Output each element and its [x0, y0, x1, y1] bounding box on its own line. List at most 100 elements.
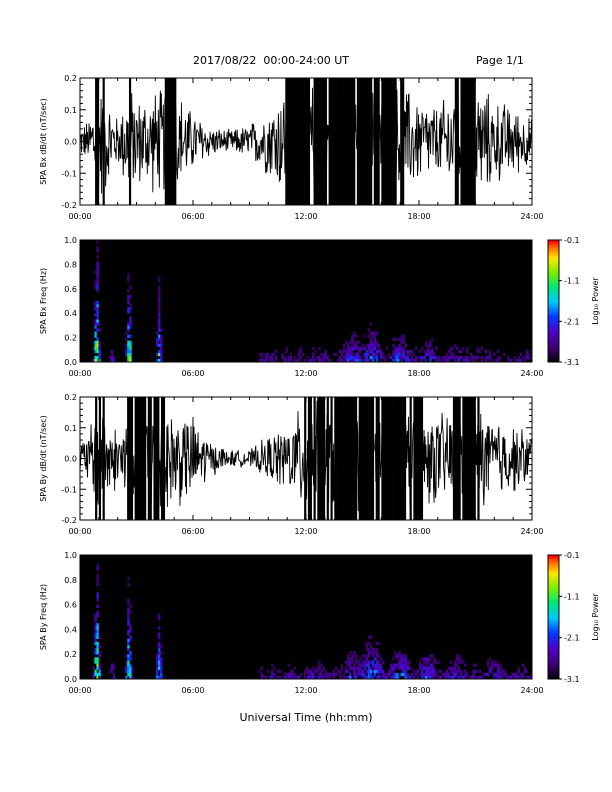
- spectrogram-cell: [299, 346, 303, 351]
- spectrogram-cell: [402, 346, 405, 351]
- spectrogram-cell: [388, 672, 391, 677]
- spectrogram-cell: [322, 355, 325, 360]
- spectrogram-cell: [359, 663, 362, 667]
- spectrogram-cell: [371, 654, 375, 658]
- saturated-segment: [174, 78, 177, 205]
- spectrogram-cell: [271, 663, 274, 667]
- spectrogram-cell: [96, 301, 99, 305]
- saturated-segment: [381, 397, 384, 520]
- saturated-segment: [456, 397, 459, 520]
- spectrogram-cell: [474, 355, 477, 360]
- spectrogram-cell: [371, 660, 375, 664]
- spectrogram-cell: [94, 340, 97, 344]
- spectrogram-cell: [318, 660, 321, 664]
- spectrogram-cell: [158, 325, 161, 329]
- spectrogram-cell: [406, 672, 410, 677]
- spectrogram-cell: [160, 669, 163, 674]
- spectrogram-cell: [369, 666, 373, 670]
- saturated-segment: [330, 397, 333, 520]
- spectrogram-cell: [310, 669, 313, 674]
- spectrogram-cell: [525, 349, 529, 354]
- spectrogram-cell: [490, 660, 494, 664]
- spectrogram-cell: [363, 346, 366, 351]
- spectrogram-cell: [127, 358, 130, 363]
- spectrogram-cell: [336, 358, 340, 363]
- colorbar-segment: [548, 284, 559, 288]
- spectrogram-cell: [285, 675, 288, 680]
- spectrogram-cell: [470, 352, 473, 357]
- saturated-segment: [153, 397, 156, 520]
- spectrogram-cell: [519, 672, 523, 677]
- spectrogram-cell: [94, 629, 97, 633]
- spectrogram-cell: [486, 660, 490, 664]
- spectrogram-cell: [388, 669, 391, 674]
- spectrogram-cell: [160, 666, 163, 670]
- saturated-segment: [460, 78, 463, 205]
- spectrogram-cell: [96, 613, 99, 618]
- spectrogram-cell: [96, 675, 99, 680]
- spectrogram-cell: [334, 666, 338, 670]
- spectrogram-cell: [495, 675, 498, 680]
- spectrogram-cell: [371, 663, 375, 667]
- x-tick-label: 18:00: [407, 369, 430, 378]
- spectrogram-cell: [349, 358, 352, 363]
- x-tick-label: 24:00: [520, 686, 543, 695]
- spectrogram-cell: [398, 352, 401, 357]
- spectrogram-cell: [373, 355, 377, 360]
- spectrogram-cell: [449, 666, 453, 670]
- spectrogram-cell: [490, 663, 494, 667]
- spectrogram-cell: [517, 666, 520, 670]
- spectrogram-cell: [497, 349, 500, 354]
- spectrogram-cell: [310, 358, 313, 363]
- spectrogram-cell: [400, 672, 403, 677]
- spectrogram-cell: [125, 337, 128, 341]
- spectrogram-cell: [365, 675, 368, 680]
- spectrogram-cell: [158, 297, 161, 302]
- spectrogram-cell: [156, 358, 159, 363]
- spectrogram-cell: [347, 352, 350, 357]
- saturated-segment: [473, 397, 476, 520]
- spectrogram-cell: [349, 346, 352, 351]
- spectrogram-cell: [127, 576, 130, 581]
- spectrogram-cell: [127, 325, 130, 329]
- spectrogram-cell: [347, 654, 350, 658]
- spectrogram-cell: [158, 626, 161, 630]
- spectrogram-cell: [402, 663, 405, 667]
- spectrogram-cell: [129, 294, 132, 299]
- spectrogram-cell: [308, 672, 311, 677]
- spectrogram-cell: [156, 669, 159, 674]
- spectrogram-cell: [410, 358, 414, 363]
- spectrogram-cell: [419, 660, 422, 664]
- spectrogram-cell: [373, 672, 377, 677]
- colorbar-segment: [548, 355, 559, 359]
- y-tick-label: -0.1: [61, 169, 77, 178]
- spectrogram-cell: [484, 358, 488, 363]
- spectrogram-cell: [501, 672, 504, 677]
- spectrogram-cell: [423, 657, 426, 661]
- spectrogram-cell: [488, 358, 492, 363]
- saturated-segment: [307, 397, 311, 520]
- saturated-segment: [360, 78, 363, 205]
- spectrogram-cell: [398, 346, 401, 351]
- spectrogram-cell: [275, 675, 278, 680]
- spectrogram-cell: [318, 672, 321, 677]
- spectrogram-cell: [96, 304, 99, 308]
- spectrogram-cell: [158, 660, 161, 664]
- colorbar-segment: [548, 301, 559, 304]
- spectrogram-cell: [92, 666, 95, 670]
- spectrogram-cell: [429, 358, 432, 363]
- colorbar-segment: [548, 244, 559, 247]
- spectrogram-cell: [464, 675, 467, 680]
- saturated-segment: [339, 78, 343, 205]
- spectrogram-cell: [306, 675, 309, 680]
- spectrogram-cell: [484, 672, 488, 677]
- spectrogram-cell: [396, 675, 399, 680]
- spectrogram-cell: [365, 660, 368, 664]
- spectrogram-cell: [349, 349, 352, 354]
- x-tick-label: 12:00: [294, 527, 317, 536]
- saturated-segment: [377, 78, 380, 205]
- saturated-segment: [419, 397, 422, 520]
- saturated-segment: [339, 397, 343, 520]
- spectrogram-cell: [293, 358, 297, 363]
- spectrogram-cell: [338, 669, 342, 674]
